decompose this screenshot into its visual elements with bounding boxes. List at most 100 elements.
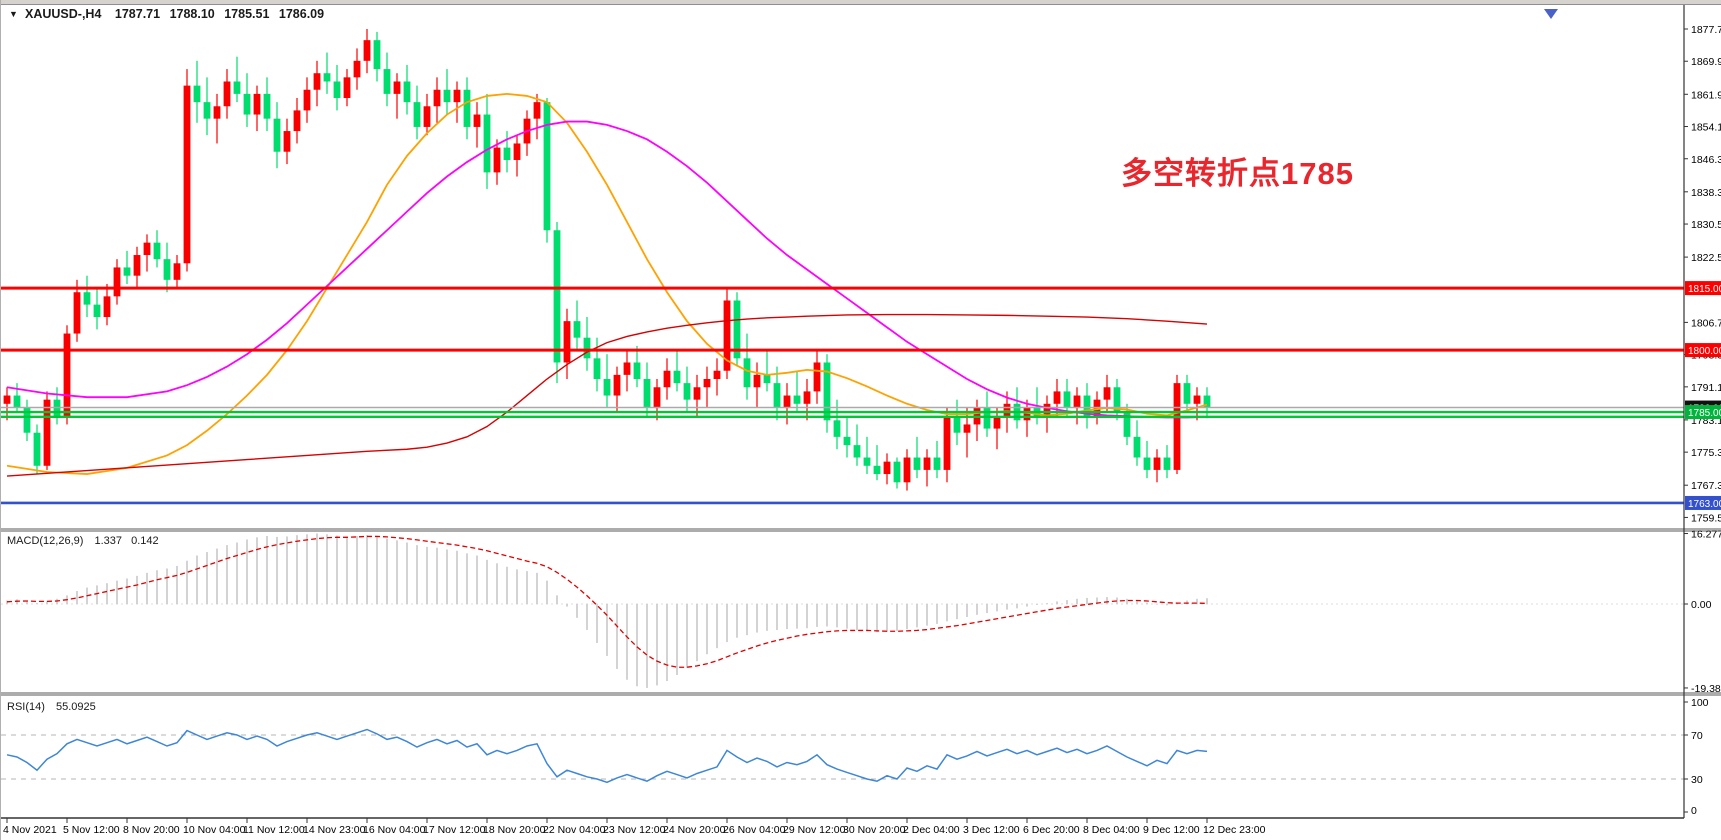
time-tick-label: 30 Nov 20:00 [843, 824, 906, 836]
price-tick-label: 1861.90 [1691, 89, 1721, 101]
candle-body [103, 296, 111, 318]
candle-body [263, 93, 271, 119]
time-tick-label: 8 Dec 04:00 [1083, 824, 1140, 836]
candle-body [1003, 403, 1011, 417]
macd-tick-label: 0.00 [1691, 599, 1712, 611]
candle-body [603, 379, 611, 396]
ma-red [6, 313, 1208, 477]
time-tick-label: 16 Nov 04:00 [363, 824, 426, 836]
candle-body [123, 267, 131, 276]
candle-body [413, 102, 421, 127]
candle-body [403, 81, 411, 103]
candle-body [1063, 391, 1071, 408]
candle-body [163, 259, 171, 280]
time-tick-label: 22 Nov 04:00 [543, 824, 606, 836]
candle-body [1123, 412, 1131, 437]
candle-body [33, 432, 41, 466]
symbol-label: XAUUSD-,H4 [25, 7, 101, 21]
price-badge [1685, 495, 1721, 510]
candle-body [863, 457, 871, 466]
symbol-dropdown-icon[interactable]: ▼ [9, 9, 18, 19]
price-axis[interactable]: 1877.70 1869.90 1861.90 1854.10 1846.30 1838.… [1684, 24, 1721, 817]
candle-body [23, 407, 31, 433]
time-tick-label: 12 Dec 23:00 [1203, 824, 1266, 836]
macd-tick-label: -19.389 [1691, 683, 1721, 695]
candle-body [1133, 436, 1141, 458]
candle-body [183, 85, 191, 264]
candle-body [333, 81, 341, 99]
time-tick-label: 3 Dec 12:00 [963, 824, 1020, 836]
rsi-label: RSI(14) 55.0925 [7, 701, 96, 713]
candle-body [173, 263, 181, 280]
candle-body [1203, 395, 1211, 408]
candle-body [203, 102, 211, 119]
price-tick-label: 1838.30 [1691, 187, 1721, 199]
candle-body [493, 147, 501, 173]
horizontal-level-lines[interactable] [1, 286, 1684, 505]
candle-body [223, 81, 231, 107]
candle-body [513, 143, 521, 160]
candle-body [933, 457, 941, 470]
candle-body [343, 77, 351, 99]
candle-body [993, 416, 1001, 429]
time-tick-label: 29 Nov 12:00 [783, 824, 846, 836]
candle-body [1183, 383, 1191, 404]
ohlc-high: 1788.10 [170, 7, 215, 21]
candle-body [533, 102, 541, 119]
candle-body [1023, 407, 1031, 421]
candle-body [1053, 391, 1061, 404]
macd-tick-label: 16.277 [1691, 529, 1721, 541]
candle-body [983, 407, 991, 429]
candle-body [1193, 395, 1201, 404]
candle-body [703, 379, 711, 388]
rsi-tick-label: 70 [1691, 730, 1703, 742]
candle-body [253, 93, 261, 115]
candle-body [113, 267, 121, 297]
rsi-line [6, 728, 1208, 784]
price-tick-label: 1775.30 [1691, 447, 1721, 459]
ma-red-line [6, 313, 1208, 477]
candle-body [613, 374, 621, 396]
chart-shift-marker-icon[interactable] [1544, 9, 1558, 19]
candle-body [923, 457, 931, 470]
time-tick-label: 17 Nov 12:00 [423, 824, 486, 836]
candle-body [463, 89, 471, 127]
candle-body [353, 60, 361, 78]
price-tick-label: 1759.50 [1691, 512, 1721, 524]
candle-body [903, 457, 911, 483]
candle-body [1073, 395, 1081, 408]
window-top-edge [1, 0, 1721, 5]
candle-body [323, 73, 331, 82]
candle-body [13, 395, 21, 408]
price-tick-label: 1830.50 [1691, 219, 1721, 231]
macd-label: MACD(12,26,9) 1.337 0.142 [7, 535, 159, 547]
candle-body [723, 300, 731, 371]
time-tick-label: 26 Nov 04:00 [723, 824, 786, 836]
time-tick-label: 4 Nov 2021 [3, 824, 57, 836]
candle-body [433, 89, 441, 107]
time-axis[interactable]: 4 Nov 2021 5 Nov 12:00 8 Nov 20:00 10 Nov 0… [3, 818, 1266, 836]
ohlc-low: 1785.51 [224, 7, 269, 21]
candle-body [843, 436, 851, 446]
candle-body [713, 370, 721, 379]
time-tick-label: 2 Dec 04:00 [903, 824, 960, 836]
rsi-tick-label: 100 [1691, 697, 1709, 709]
candle-body [783, 395, 791, 408]
candle-body [283, 131, 291, 152]
candle-body [663, 370, 671, 388]
price-badge [1685, 281, 1721, 296]
price-tick-label: 1806.70 [1691, 317, 1721, 329]
candle-body [813, 362, 821, 392]
candle-body [363, 40, 371, 61]
time-tick-label: 23 Nov 12:00 [603, 824, 666, 836]
rsi-tick-label: 30 [1691, 774, 1703, 786]
price-badge [1685, 405, 1721, 420]
time-tick-label: 10 Nov 04:00 [183, 824, 246, 836]
macd-signal-value: 0.142 [131, 535, 159, 547]
price-tick-label: 1846.30 [1691, 154, 1721, 166]
candle-body [563, 321, 571, 363]
candle-body [373, 40, 381, 70]
